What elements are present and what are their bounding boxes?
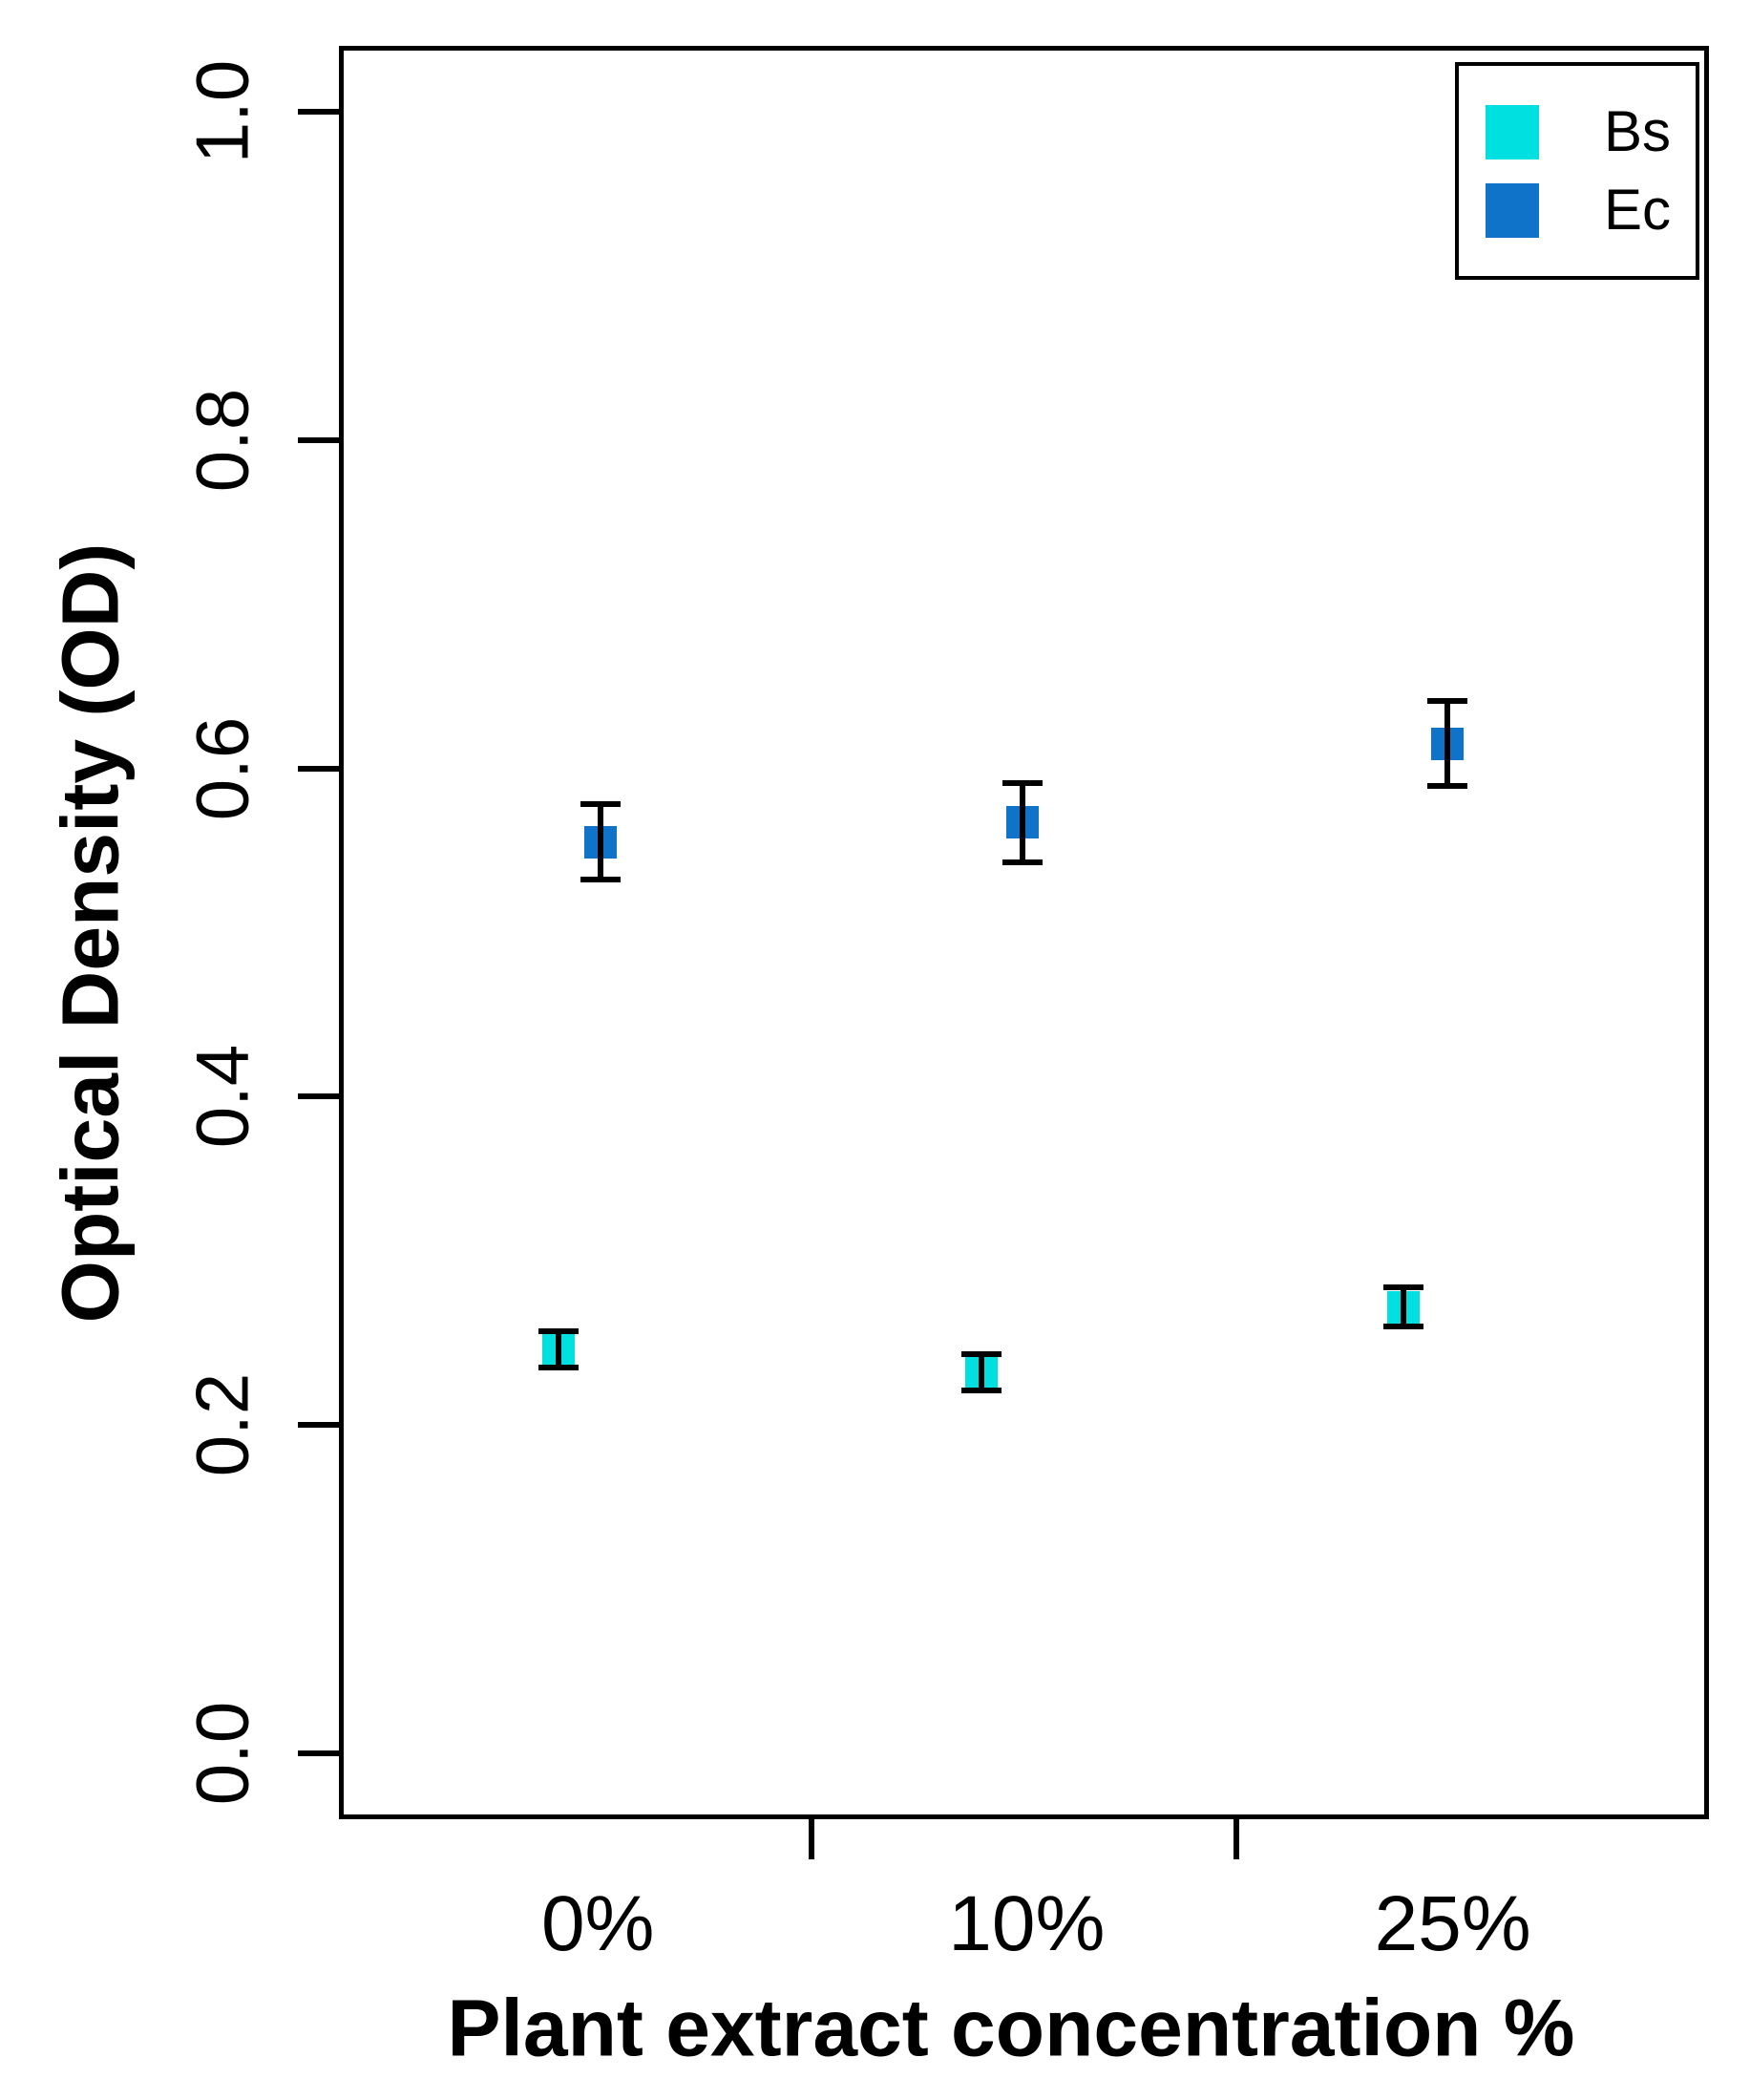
error-bar-cap-top — [1002, 780, 1044, 787]
x-axis-tick — [1233, 1819, 1239, 1859]
y-tick-label: 0.4 — [179, 1045, 264, 1149]
legend-label-bs: Bs — [1604, 99, 1672, 163]
y-axis-title: Optical Density (OD) — [45, 542, 136, 1324]
legend-item-ec: Ec — [1486, 181, 1696, 239]
error-bar-line — [1400, 1286, 1406, 1327]
error-bar-line — [1444, 701, 1450, 787]
x-axis-title: Plant extract concentration % — [447, 1983, 1575, 2073]
y-tick-label: 0.6 — [179, 716, 264, 820]
y-axis-tick — [298, 1422, 339, 1429]
x-axis-tick — [809, 1819, 815, 1859]
legend-swatch-bs-icon — [1486, 104, 1539, 159]
legend-item-bs: Bs — [1486, 103, 1696, 160]
legend: Bs Ec — [1455, 62, 1699, 280]
error-bar-cap-top — [538, 1328, 579, 1335]
y-axis-tick — [298, 765, 339, 772]
x-tick-label: 0% — [540, 1880, 655, 1967]
y-axis-tick — [298, 436, 339, 443]
error-bar-cap-top — [1382, 1283, 1423, 1290]
error-bar-line — [979, 1354, 984, 1391]
error-bar-line — [555, 1331, 561, 1368]
legend-label-ec: Ec — [1604, 178, 1672, 242]
y-tick-label: 0.8 — [179, 388, 264, 492]
error-bar-cap-top — [1426, 698, 1467, 705]
error-bar-cap-bottom — [580, 877, 622, 883]
error-bar-cap-bottom — [961, 1388, 1002, 1394]
error-bar-cap-bottom — [538, 1365, 579, 1371]
plot-area — [339, 46, 1709, 1819]
y-tick-label: 0.0 — [179, 1702, 264, 1806]
y-tick-label: 1.0 — [179, 59, 264, 163]
error-bar-cap-top — [580, 801, 622, 808]
y-tick-label: 0.2 — [179, 1373, 264, 1477]
x-tick-label: 10% — [948, 1880, 1106, 1967]
error-bar-cap-bottom — [1002, 859, 1044, 865]
y-axis-tick — [298, 1750, 339, 1757]
error-bar-line — [1020, 783, 1026, 862]
error-bar-cap-bottom — [1382, 1324, 1423, 1330]
error-bar-cap-top — [961, 1351, 1002, 1358]
y-axis-tick — [298, 1093, 339, 1100]
legend-swatch-ec-icon — [1486, 182, 1539, 238]
y-axis-tick — [298, 108, 339, 115]
x-tick-label: 25% — [1374, 1880, 1531, 1967]
error-bar-line — [598, 804, 604, 880]
error-bar-cap-bottom — [1426, 783, 1467, 790]
